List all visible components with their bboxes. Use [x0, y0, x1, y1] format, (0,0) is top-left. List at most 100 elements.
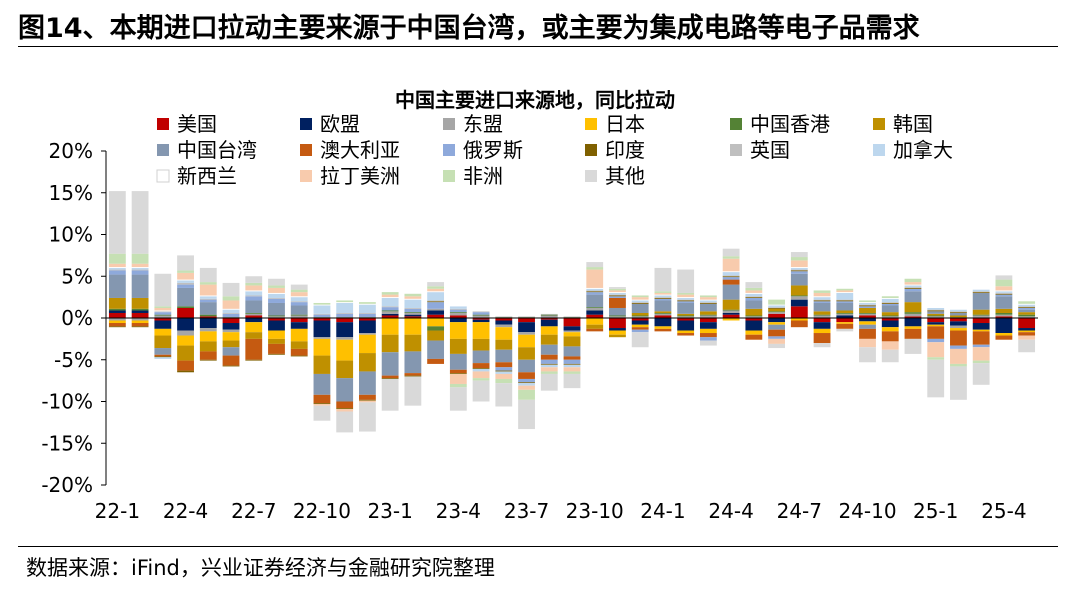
- bar-segment: [790, 285, 808, 296]
- bar-segment: [859, 328, 876, 339]
- bar-segment: [404, 299, 422, 308]
- legend-label: 日本: [605, 112, 645, 136]
- bar-segment: [745, 330, 763, 335]
- bar-segment: [972, 344, 990, 348]
- bar-segment: [927, 324, 945, 327]
- bar-segment: [1018, 307, 1036, 310]
- bar-segment: [745, 290, 763, 293]
- bar-segment: [381, 334, 399, 353]
- x-tick-label: 24-1: [640, 499, 685, 523]
- bar-segment: [495, 371, 513, 374]
- bar-segment: [950, 318, 967, 322]
- bar-segment: [563, 336, 581, 347]
- bar-segment: [199, 359, 217, 361]
- bar-segment: [699, 315, 717, 318]
- bar-segment: [268, 297, 285, 299]
- bar-segment: [108, 326, 126, 328]
- bar-segment: [449, 305, 467, 307]
- bar-segment: [950, 311, 967, 313]
- bar-segment: [108, 270, 126, 275]
- bar-segment: [336, 360, 354, 379]
- bar-segment: [472, 322, 490, 339]
- legend-swatch: [156, 169, 170, 183]
- bar-segment: [290, 318, 308, 323]
- bar-segment: [563, 318, 581, 327]
- bar-segment: [699, 322, 717, 329]
- bar-segment: [154, 320, 172, 329]
- bar-segment: [586, 307, 604, 311]
- bar-segment: [586, 328, 604, 332]
- bar-segment: [359, 399, 376, 401]
- bar-segment: [336, 312, 354, 314]
- bar-segment: [154, 335, 172, 349]
- bar-segment: [540, 371, 558, 374]
- bar-segment: [108, 297, 126, 309]
- bar-segment: [381, 294, 399, 298]
- bar-segment: [927, 313, 945, 316]
- x-tick-label: 23-7: [504, 499, 549, 523]
- bar-segment: [722, 312, 740, 315]
- bar-segment: [631, 312, 649, 316]
- bar-segment: [813, 300, 831, 302]
- bar-segment: [927, 342, 945, 358]
- bar-segment: [518, 334, 535, 348]
- bar-segment: [1018, 328, 1036, 331]
- bar-segment: [699, 303, 717, 312]
- bar-segment: [290, 289, 308, 293]
- bar-segment: [745, 320, 763, 331]
- bar-segment: [313, 355, 331, 374]
- bar-segment: [177, 284, 194, 288]
- bar-segment: [972, 360, 990, 364]
- bar-segment: [381, 310, 399, 312]
- bar-segment: [586, 318, 604, 325]
- legend-label: 非洲: [463, 164, 503, 188]
- bar-segment: [1018, 330, 1036, 333]
- bar-segment: [699, 328, 717, 334]
- bar-segment: [268, 287, 285, 293]
- bar-segment: [245, 318, 263, 323]
- bar-segment: [313, 337, 331, 339]
- bar-segment: [654, 326, 672, 329]
- bar-segment: [654, 328, 672, 332]
- bar-segment: [859, 315, 876, 318]
- bar-segment: [995, 294, 1013, 297]
- bar-segment: [836, 292, 854, 300]
- bar-segment: [290, 315, 308, 318]
- bar-segment: [995, 279, 1013, 287]
- bar-segment: [609, 297, 626, 308]
- bar-segment: [904, 287, 922, 289]
- legend-label: 欧盟: [320, 112, 360, 136]
- bar-segment: [404, 318, 422, 335]
- bar-segment: [859, 321, 876, 325]
- bar-segment: [972, 289, 990, 292]
- bar-segment: [904, 291, 922, 303]
- bar-segment: [336, 313, 354, 318]
- bar-segment: [495, 367, 513, 371]
- bar-segment: [359, 353, 376, 372]
- bar-segment: [699, 337, 717, 341]
- bar-segment: [154, 348, 172, 355]
- bar-segment: [631, 300, 649, 303]
- bar-segment: [518, 383, 535, 386]
- bar-segment: [563, 363, 581, 365]
- bar-segment: [245, 291, 263, 296]
- title-rule: [18, 46, 1058, 47]
- bar-segment: [131, 263, 149, 268]
- legend-swatch: [443, 170, 455, 182]
- bar-segment: [131, 320, 149, 323]
- bar-segment: [449, 308, 467, 310]
- legend-swatch: [300, 170, 312, 182]
- bar-segment: [472, 378, 490, 381]
- bar-segment: [609, 292, 626, 293]
- bar-segment: [699, 302, 717, 304]
- bar-segment: [427, 302, 445, 309]
- x-tick-label: 22-1: [95, 499, 140, 523]
- bar-segment: [518, 385, 535, 390]
- bar-segment: [1018, 309, 1036, 313]
- bar-segment: [540, 318, 558, 320]
- bar-segment: [268, 330, 285, 339]
- bar-segment: [381, 307, 399, 311]
- x-tick-label: 23-1: [367, 499, 412, 523]
- legend-swatch: [443, 144, 455, 156]
- bar-segment: [1018, 304, 1036, 307]
